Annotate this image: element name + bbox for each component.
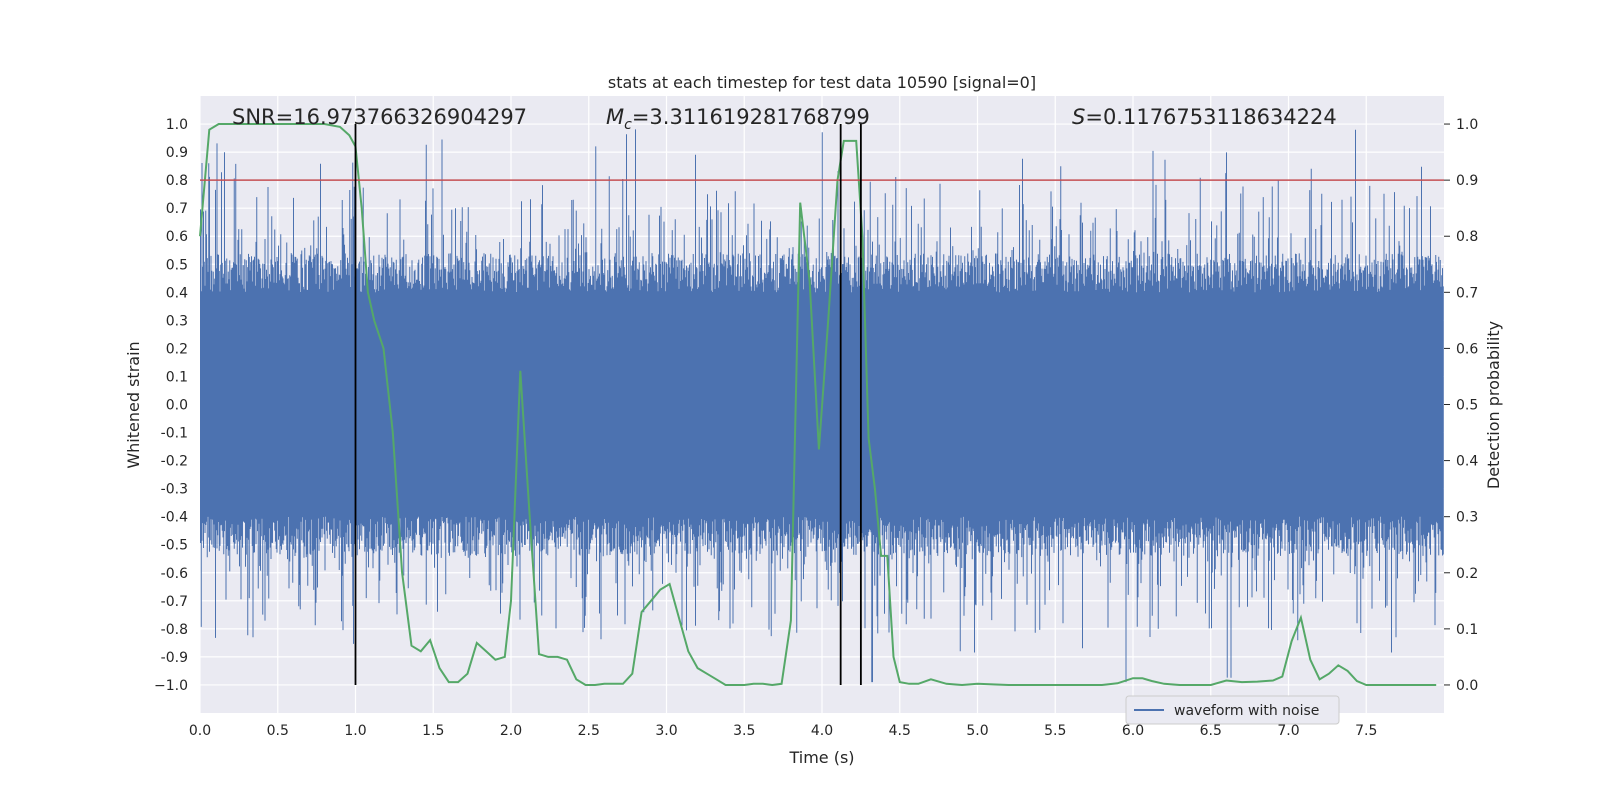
x-tick-label: 4.5: [889, 723, 911, 739]
y-tick-label-left: -0.5: [161, 538, 188, 554]
axis-ticks: 0.0 0.5 1.0 1.5 2.0 2.5 3.0 3.5 4.0 4.5 5.0 5.5 6.0 6…: [154, 117, 1478, 739]
x-tick-label: 1.0: [344, 723, 366, 739]
y-tick-label-left: -0.9: [161, 650, 188, 666]
y-tick-label-left: -0.7: [161, 594, 188, 610]
y-tick-label-right: 0.9: [1456, 173, 1478, 189]
chirp-mass-annotation: Mc=3.311619281768799: [606, 105, 870, 133]
legend-box: [1125, 695, 1340, 725]
y-tick-label-left: 0.1: [166, 369, 188, 385]
legend: waveform with noise: [1125, 695, 1340, 725]
y-tick-label-right: 0.1: [1456, 622, 1478, 638]
x-tick-label: 0.0: [189, 723, 211, 739]
x-tick-label: 0.5: [267, 723, 289, 739]
x-tick-label: 6.0: [1122, 723, 1144, 739]
y-tick-label-left: 0.7: [166, 201, 188, 217]
y-tick-label-left: 0.6: [166, 229, 188, 245]
x-axis-label: Time (s): [788, 748, 854, 767]
y-tick-label-left: 0.3: [166, 313, 188, 329]
y-tick-label-right: 0.8: [1456, 229, 1478, 245]
marker-lines: [200, 124, 1444, 685]
chart-title: stats at each timestep for test data 105…: [608, 73, 1036, 92]
y-tick-label-right: 1.0: [1456, 117, 1478, 133]
x-tick-label: 6.5: [1200, 723, 1222, 739]
x-tick-label: 5.0: [966, 723, 988, 739]
y-tick-label-left: 0.9: [166, 145, 188, 161]
y-tick-label-left: -0.1: [161, 426, 188, 442]
y-tick-label-left: −1.0: [154, 678, 188, 694]
x-tick-label: 5.5: [1044, 723, 1066, 739]
x-tick-label: 2.5: [578, 723, 600, 739]
y-tick-label-right: 0.5: [1456, 398, 1478, 414]
y-tick-label-right: 0.3: [1456, 510, 1478, 526]
legend-label-waveform: waveform with noise: [1174, 703, 1319, 719]
y-tick-label-left: -0.8: [161, 622, 188, 638]
y-tick-label-left: 1.0: [166, 117, 188, 133]
y-tick-label-left: -0.4: [161, 510, 188, 526]
detection-probability-series: [199, 123, 1437, 687]
x-tick-label: 7.0: [1277, 723, 1299, 739]
x-tick-label: 4.0: [811, 723, 833, 739]
x-tick-label: 3.5: [733, 723, 755, 739]
s-statistic-value: =0.1176753118634224: [1085, 105, 1336, 129]
y-axis-label-left: Whitened strain: [124, 341, 143, 468]
y-tick-label-left: 0.2: [166, 341, 188, 357]
y-tick-label-right: 0.0: [1456, 678, 1478, 694]
series-area: [199, 123, 1444, 687]
y-tick-label-left: 0.0: [166, 398, 188, 414]
y-tick-label-right: 0.2: [1456, 566, 1478, 582]
x-tick-label: 2.0: [500, 723, 522, 739]
y-tick-label-left: 0.8: [166, 173, 188, 189]
y-tick-label-left: -0.2: [161, 454, 188, 470]
y-tick-label-left: -0.6: [161, 566, 188, 582]
s-statistic-symbol: S: [1072, 105, 1085, 129]
y-tick-label-left: 0.4: [166, 285, 188, 301]
y-axis-label-right: Detection probability: [1484, 321, 1503, 489]
chirp-mass-value: =3.311619281768799: [632, 105, 870, 129]
y-tick-label-right: 0.6: [1456, 341, 1478, 357]
y-tick-label-right: 0.7: [1456, 285, 1478, 301]
x-tick-label: 3.0: [655, 723, 677, 739]
waveform-series: [200, 129, 1444, 683]
y-tick-label-right: 0.4: [1456, 454, 1478, 470]
y-tick-label-left: -0.3: [161, 482, 188, 498]
x-tick-label: 1.5: [422, 723, 444, 739]
chirp-mass-symbol: M: [606, 105, 624, 129]
chirp-mass-subscript: c: [624, 117, 632, 133]
x-tick-label: 7.5: [1355, 723, 1377, 739]
y-tick-label-left: 0.5: [166, 257, 188, 273]
s-statistic-annotation: S=0.1176753118634224: [1072, 105, 1337, 129]
snr-annotation: SNR=16.973766326904297: [232, 105, 527, 129]
